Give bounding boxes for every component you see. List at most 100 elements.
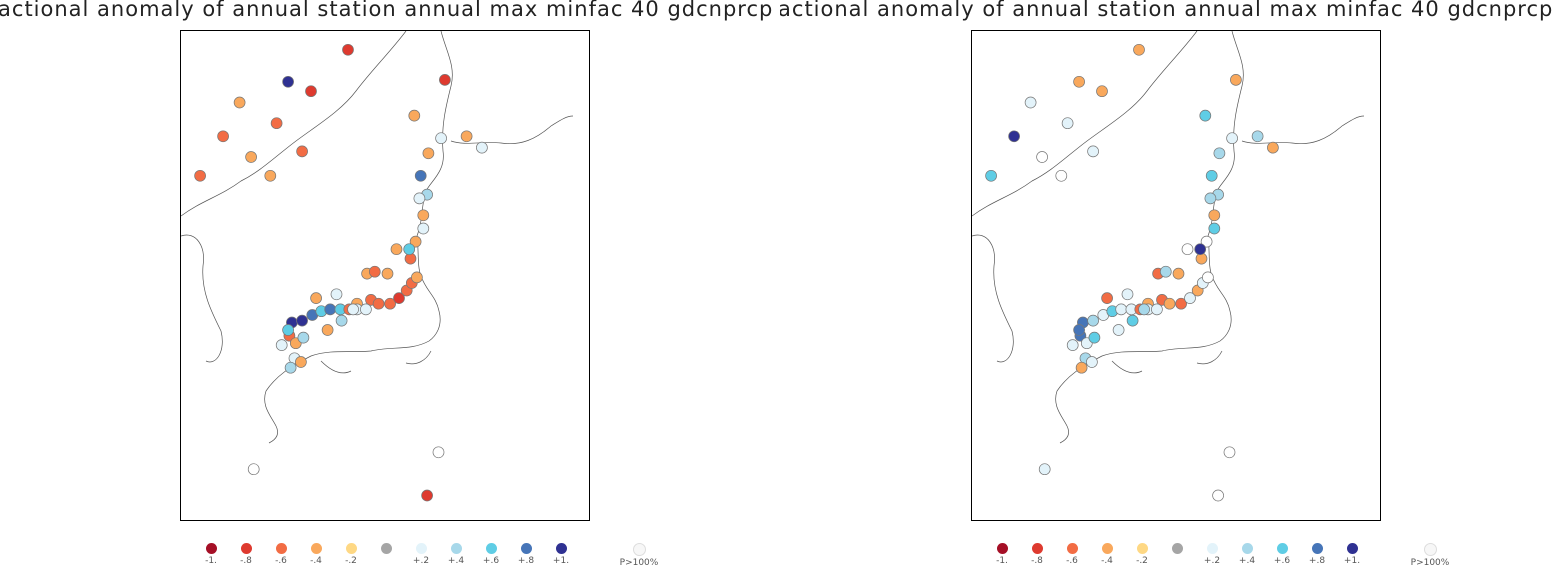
- legend-item: -.6: [266, 543, 296, 566]
- legend-item: +1.: [1337, 543, 1367, 566]
- right-panel: fractional anomaly of annual station ann…: [780, 0, 1559, 570]
- legend-item: -.2: [1127, 543, 1157, 566]
- station-marker: [1115, 303, 1128, 316]
- station-marker: [414, 169, 427, 182]
- station-markers: [985, 43, 1279, 502]
- station-marker: [245, 151, 257, 163]
- station-marker: [297, 331, 310, 344]
- station-marker: [217, 130, 229, 143]
- station-marker: [335, 314, 348, 327]
- legend-item: -.8: [231, 543, 261, 566]
- station-marker: [233, 96, 246, 109]
- station-marker: [1175, 297, 1187, 310]
- station-marker: [476, 141, 488, 154]
- legend-swatch: [1346, 543, 1358, 554]
- station-marker: [1159, 265, 1172, 278]
- station-marker: [1086, 356, 1098, 368]
- station-marker: [1267, 141, 1279, 154]
- station-marker: [247, 463, 260, 476]
- station-marker: [439, 74, 451, 86]
- station-marker: [1200, 235, 1213, 248]
- station-marker: [1036, 151, 1048, 163]
- legend-label: -.2: [345, 556, 357, 566]
- station-marker: [1212, 489, 1224, 502]
- legend: -1. -.8 -.6 -.4 -.2 +.2 +.4 +.6 +.8 +1. P>100%: [987, 543, 1467, 570]
- legend-swatch: [1136, 543, 1148, 554]
- legend-swatch: [1171, 543, 1183, 554]
- station-marker: [310, 292, 322, 304]
- legend-swatch: [1276, 543, 1288, 554]
- legend-label: +1.: [1343, 556, 1361, 566]
- panel-title: fractional anomaly of annual station ann…: [0, 0, 774, 21]
- station-marker: [417, 209, 430, 222]
- legend-swatch: [415, 543, 427, 554]
- station-marker: [1038, 463, 1051, 476]
- station-marker: [305, 85, 317, 98]
- legend-swatch: [205, 543, 217, 554]
- legend-swatch: [450, 543, 462, 554]
- legend-swatch: [1031, 543, 1043, 554]
- legend-item: -.6: [1057, 543, 1087, 566]
- legend-swatch: [485, 543, 497, 554]
- legend-swatch: [520, 543, 532, 554]
- station-marker: [284, 361, 297, 374]
- station-marker: [1138, 303, 1150, 316]
- legend-label: +1.: [552, 556, 570, 566]
- station-marker: [1184, 292, 1196, 304]
- station-marker: [1061, 117, 1074, 130]
- station-marker: [1181, 243, 1194, 256]
- station-marker: [372, 297, 385, 310]
- legend-label: -.2: [1136, 556, 1148, 566]
- station-marker: [1126, 314, 1139, 327]
- legend-label: +.2: [1203, 556, 1221, 566]
- station-marker: [1112, 324, 1125, 336]
- legend-item-missing: P>100%: [614, 543, 664, 568]
- station-marker: [1133, 43, 1145, 56]
- station-marker: [409, 235, 422, 248]
- station-marker: [408, 109, 421, 122]
- legend-label: -.6: [1066, 556, 1078, 566]
- legend-item: -1.: [987, 543, 1017, 566]
- station-marker: [1073, 75, 1085, 88]
- station-map: [181, 31, 574, 502]
- legend-item: +.4: [1232, 543, 1262, 566]
- station-marker: [460, 130, 473, 143]
- station-marker: [1204, 192, 1217, 205]
- legend-label: +.4: [1238, 556, 1256, 566]
- station-marker: [282, 75, 294, 88]
- station-marker: [296, 314, 308, 327]
- station-marker: [381, 267, 394, 280]
- legend-item: +.6: [1267, 543, 1297, 566]
- station-marker: [1008, 130, 1020, 143]
- station-marker: [1096, 85, 1108, 98]
- coastline: [181, 31, 574, 444]
- station-marker: [1208, 209, 1221, 222]
- legend-item: [371, 543, 401, 556]
- station-marker: [384, 297, 396, 310]
- legend-swatch: [1101, 543, 1113, 554]
- station-marker: [1024, 96, 1037, 109]
- legend-swatch: [555, 543, 567, 554]
- legend-label: -1.: [996, 556, 1008, 566]
- legend-label: +.6: [482, 556, 500, 566]
- station-map: [972, 31, 1365, 502]
- legend-item: +.2: [1197, 543, 1227, 566]
- legend-item: -.8: [1022, 543, 1052, 566]
- legend-item: +1.: [546, 543, 576, 566]
- legend-swatch: [310, 543, 322, 554]
- station-marker: [1163, 297, 1176, 310]
- coastline: [972, 31, 1365, 444]
- panel-title: fractional anomaly of annual station ann…: [780, 0, 1554, 21]
- legend-swatch: [1311, 543, 1323, 554]
- map-frame: [180, 30, 590, 521]
- legend-swatch: [632, 543, 646, 556]
- station-marker: [435, 132, 447, 145]
- legend-label: P>100%: [619, 558, 659, 568]
- station-marker: [194, 169, 206, 182]
- station-marker: [275, 339, 288, 351]
- legend-label: -.6: [275, 556, 287, 566]
- station-marker: [1073, 324, 1085, 336]
- station-marker: [1205, 169, 1218, 182]
- station-markers: [194, 43, 488, 502]
- legend-item: [1162, 543, 1192, 556]
